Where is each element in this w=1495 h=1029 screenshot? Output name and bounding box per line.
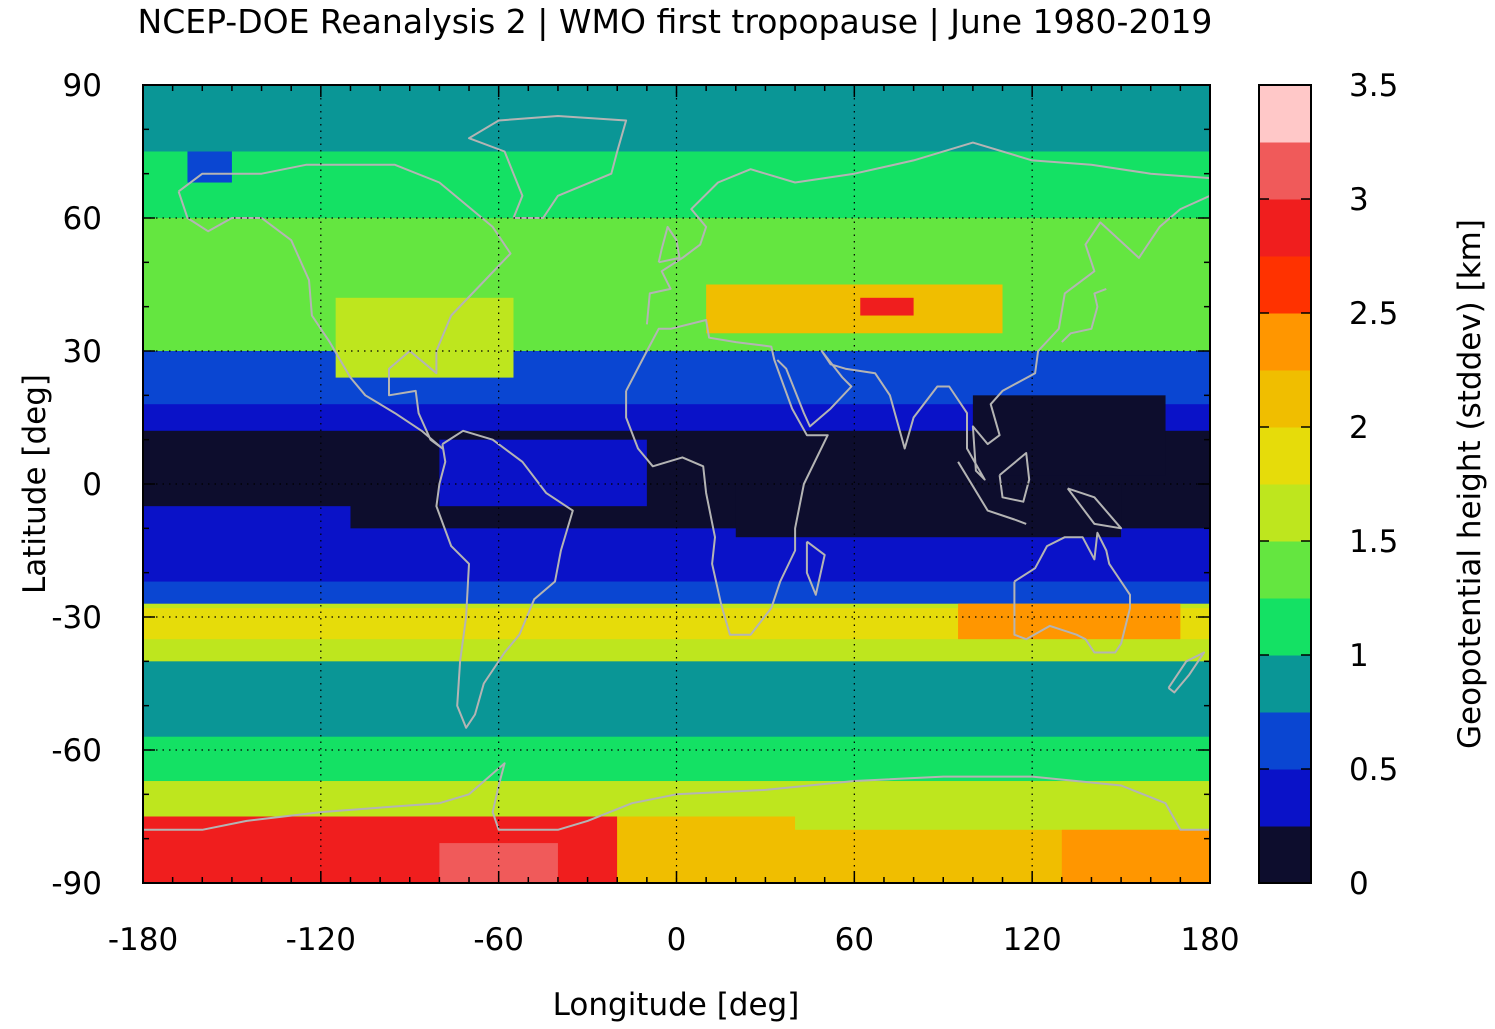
coastline-path [625, 319, 829, 636]
map-tick-marks [142, 84, 1211, 884]
colorbar-swatch [1259, 142, 1311, 200]
coastline-path [1013, 531, 1131, 654]
y-tick-label: 90 [63, 68, 102, 104]
colorbar-tick-label: 2.5 [1349, 296, 1398, 332]
colorbar-swatch [1259, 712, 1311, 770]
y-axis-label: Latitude [deg] [17, 374, 53, 594]
heat-region [1061, 829, 1210, 883]
coastline-path [998, 452, 1031, 503]
coastline-path [1061, 287, 1107, 343]
heat-region [143, 506, 351, 582]
heat-band [143, 151, 1210, 219]
x-tick-label: 0 [667, 922, 687, 958]
map-panel: -180 -120 -60 0 60 120 180 90 60 30 0 -30 -60 -90 Lo… [17, 68, 1240, 1023]
colorbar-swatch [1259, 85, 1311, 143]
coastlines [143, 115, 1210, 831]
colorbar-swatch [1259, 484, 1311, 542]
y-tick-label: -90 [51, 866, 102, 902]
chart-title: NCEP-DOE Reanalysis 2 | WMO first tropop… [138, 2, 1213, 41]
coastline-path [957, 461, 1027, 525]
colorbar-swatch [1259, 598, 1311, 656]
coastline-path [657, 225, 681, 264]
colorbar-tick-label: 3.5 [1349, 68, 1398, 104]
colorbar-tick-label: 3 [1349, 182, 1369, 218]
x-tick-label: -120 [286, 922, 356, 958]
colorbar-tick-labels: 0 0.5 1 1.5 2 2.5 3 3.5 [1259, 68, 1398, 902]
y-tick-labels: 90 60 30 0 -30 -60 -90 [51, 68, 102, 902]
heat-band [143, 661, 1210, 738]
coastline-path [177, 163, 512, 450]
heat-region [972, 395, 1166, 476]
colorbar-swatches [1259, 85, 1311, 884]
colorbar-swatch [1259, 427, 1311, 485]
y-tick-label: 60 [63, 201, 102, 237]
coastline-path [645, 141, 1210, 325]
colorbar-swatch [1259, 826, 1311, 884]
colorbar-swatch [1259, 256, 1311, 314]
colorbar-tick-label: 2 [1349, 410, 1369, 446]
y-tick-label: 0 [82, 467, 102, 503]
colorbar-swatch [1259, 370, 1311, 428]
x-tick-label: -180 [108, 922, 178, 958]
colorbar-tick-label: 0.5 [1349, 752, 1398, 788]
coastline-path [1066, 487, 1123, 530]
coastline-path [776, 194, 1210, 481]
colorbar-tick-label: 1.5 [1349, 524, 1398, 560]
coastline-path [143, 762, 1210, 831]
heat-band [143, 284, 1210, 352]
heat-region [860, 297, 914, 316]
x-tick-labels: -180 -120 -60 0 60 120 180 [108, 922, 1240, 958]
colorbar-swatch [1259, 541, 1311, 599]
x-tick-label: 180 [1180, 922, 1239, 958]
coastline-path [805, 540, 826, 596]
x-tick-label: 120 [1003, 922, 1062, 958]
coastline-path [435, 429, 574, 729]
heat-region [439, 439, 647, 507]
colorbar-tick-label: 0 [1349, 866, 1369, 902]
y-tick-label: 30 [63, 334, 102, 370]
coastline-path [468, 115, 628, 219]
colorbar-label: Geopotential height (stddev) [km] [1452, 219, 1488, 749]
colorbar-frame [1258, 84, 1312, 884]
y-tick-label: -30 [51, 600, 102, 636]
heat-region [706, 284, 1003, 334]
heat-region [335, 297, 514, 378]
map-gridlines [143, 85, 1210, 883]
heat-region [735, 484, 1122, 538]
colorbar-swatch [1259, 199, 1311, 257]
colorbar-swatch [1259, 655, 1311, 713]
colorbar-tick-label: 1 [1349, 638, 1369, 674]
x-axis-label: Longitude [deg] [553, 987, 800, 1023]
heat-region [958, 603, 1181, 640]
heat-region [617, 816, 796, 883]
colorbar-swatch [1259, 313, 1311, 371]
coastline-path [1167, 651, 1206, 694]
colorbar-swatch [1259, 769, 1311, 827]
y-tick-label: -60 [51, 733, 102, 769]
colorbar: 0 0.5 1 1.5 2 2.5 3 3.5 Geopotential height (st… [1258, 68, 1488, 902]
heat-region [187, 151, 232, 183]
x-tick-label: -60 [473, 922, 524, 958]
x-tick-label: 60 [835, 922, 874, 958]
